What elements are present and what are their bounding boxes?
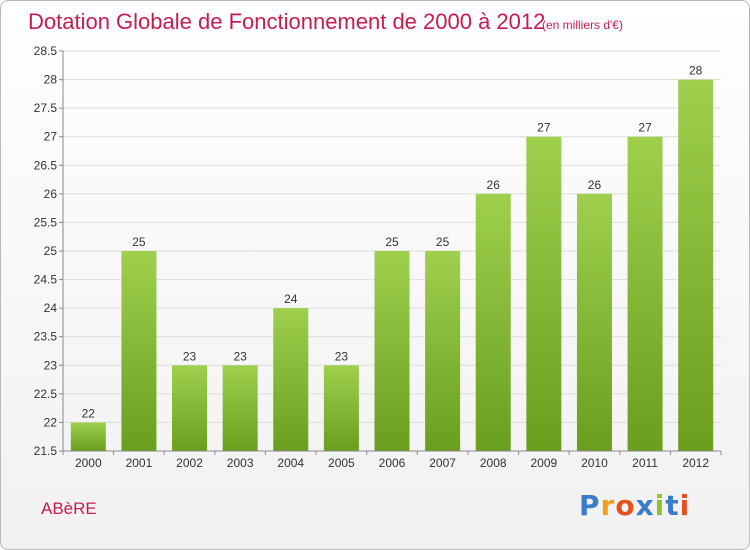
bar-2012 (678, 79, 714, 452)
bar-2000 (70, 422, 106, 451)
data-label: 23 (233, 349, 247, 363)
y-tick-label: 25 (44, 244, 58, 258)
data-label: 25 (132, 235, 146, 249)
y-tick-label: 28.5 (34, 44, 58, 58)
data-label: 27 (537, 121, 551, 135)
data-label: 24 (284, 292, 298, 306)
logo-letter: i (679, 489, 691, 522)
y-tick-label: 21.5 (34, 444, 58, 458)
bar-2010 (576, 193, 612, 451)
bar-2005 (323, 365, 359, 451)
bar-2007 (425, 251, 461, 451)
bar-2008 (475, 193, 511, 451)
data-label: 28 (689, 64, 703, 78)
x-axis-ticks: 2000 2001 2002 2003 2004 2005 2006 2007 2008 2009… (62, 451, 722, 470)
bars (70, 79, 714, 452)
x-tick-label: 2009 (530, 456, 557, 470)
chart-title: Dotation Globale de Fonctionnement de 20… (28, 9, 546, 34)
y-tick-label: 24 (44, 301, 58, 315)
x-tick-label: 2010 (581, 456, 608, 470)
axes (62, 51, 721, 452)
y-tick-label: 27 (44, 130, 58, 144)
x-tick-label: 2011 (632, 456, 658, 470)
y-axis-ticks: 21.5 22 22.5 23 23.5 24 24.5 25 25.5 26 26.5 27 27.5… (34, 44, 63, 458)
bar-2001 (121, 251, 157, 451)
x-tick-label: 2003 (227, 456, 254, 470)
y-tick-label: 28 (44, 73, 58, 87)
logo-letter: r (600, 489, 616, 522)
x-tick-label: 2001 (126, 456, 153, 470)
data-label: 23 (335, 349, 349, 363)
data-label: 27 (638, 121, 652, 135)
y-tick-label: 26.5 (34, 158, 58, 172)
logo-letter: P (579, 489, 601, 522)
x-tick-label: 2006 (379, 456, 406, 470)
chart-subtitle: (en milliers d'€) (542, 18, 623, 32)
data-label: 26 (487, 178, 501, 192)
x-tick-label: 2000 (75, 456, 102, 470)
bar-2003 (222, 365, 258, 451)
y-tick-label: 23.5 (34, 330, 58, 344)
data-label: 25 (385, 235, 399, 249)
logo-letter: t (665, 489, 680, 522)
y-tick-label: 26 (44, 187, 58, 201)
bar-2011 (627, 136, 663, 451)
y-tick-label: 22 (44, 415, 58, 429)
data-label: 22 (82, 406, 96, 420)
bar-2002 (172, 365, 208, 451)
data-labels: 22 25 23 23 24 23 25 25 26 27 26 27 28 (82, 64, 703, 421)
logo-letter: o (615, 489, 636, 522)
y-tick-label: 23 (44, 358, 58, 372)
x-tick-label: 2008 (480, 456, 507, 470)
x-tick-label: 2004 (277, 456, 304, 470)
y-tick-label: 27.5 (34, 101, 58, 115)
bar-2006 (374, 251, 410, 451)
bar-2004 (273, 308, 309, 451)
x-tick-label: 2012 (682, 456, 709, 470)
y-tick-label: 22.5 (34, 387, 58, 401)
data-label: 23 (183, 349, 197, 363)
y-tick-label: 25.5 (34, 215, 58, 229)
bar-2009 (526, 136, 562, 451)
logo-letter: i (654, 489, 666, 522)
x-tick-label: 2002 (176, 456, 203, 470)
y-tick-label: 24.5 (34, 273, 58, 287)
proxiti-logo: Proxiti (579, 489, 690, 522)
x-tick-label: 2007 (429, 456, 456, 470)
x-tick-label: 2005 (328, 456, 355, 470)
commune-name: ABèRE (41, 499, 97, 518)
data-label: 26 (588, 178, 602, 192)
logo-letter: x (635, 489, 655, 522)
data-label: 25 (436, 235, 450, 249)
